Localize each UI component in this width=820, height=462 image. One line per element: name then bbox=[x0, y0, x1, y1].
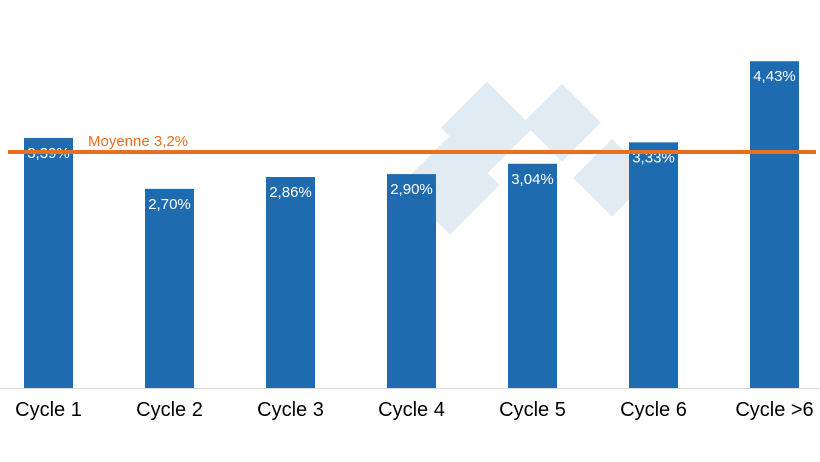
average-label: Moyenne 3,2% bbox=[88, 133, 188, 150]
x-tick-label: Cycle 6 bbox=[620, 399, 687, 421]
x-tick-label: Cycle 1 bbox=[15, 399, 82, 421]
bar bbox=[24, 137, 73, 388]
x-tick-label: Cycle 4 bbox=[378, 399, 445, 421]
x-tick-label: Cycle 2 bbox=[136, 399, 203, 421]
x-tick-label: Cycle 5 bbox=[499, 399, 566, 421]
data-label: 2,90% bbox=[390, 181, 433, 198]
bar bbox=[266, 177, 315, 388]
x-tick-label: Cycle 3 bbox=[257, 399, 324, 421]
data-label: 2,70% bbox=[148, 196, 191, 213]
bar bbox=[387, 174, 436, 388]
bar bbox=[629, 142, 678, 388]
data-label: 3,04% bbox=[511, 171, 554, 188]
bar bbox=[508, 163, 557, 388]
bar bbox=[750, 61, 799, 388]
x-tick-label: Cycle >6 bbox=[735, 399, 813, 421]
data-label: 4,43% bbox=[753, 68, 796, 85]
bar bbox=[145, 188, 194, 388]
data-label: 2,86% bbox=[269, 184, 312, 201]
